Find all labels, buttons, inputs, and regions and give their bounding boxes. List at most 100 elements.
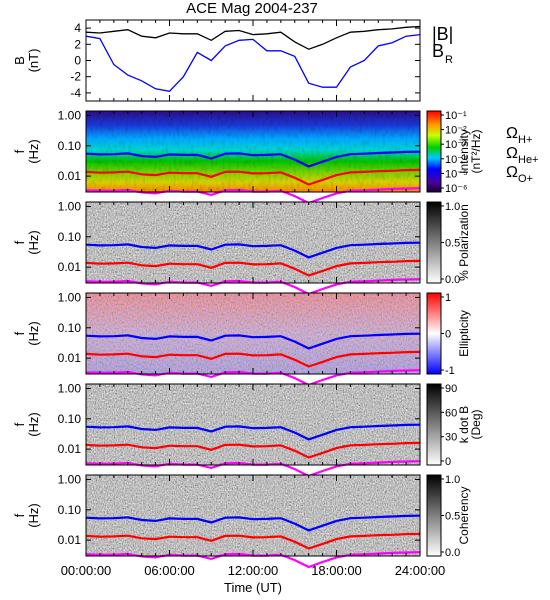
legend-omega-h-subscript: H+ [518,134,532,146]
y-tick-label: 0.10 [58,321,82,335]
colorbar-tick-label: 30 [445,432,457,444]
series-line-omega-he [85,441,421,459]
panel-mag: 4 2 0 -2 -4 B (nT) [12,19,421,102]
y-tick-label: -4 [70,86,81,100]
y-axis-unit: (Hz) [26,139,41,164]
y-tick-label: 1.00 [58,108,82,122]
x-axis: 00:00:00 06:00:00 12:00:00 18:00:00 24:00:00… [61,563,446,595]
colorbar-tick-label: 10⁻¹ [445,110,467,122]
y-tick-label: 1.00 [58,290,82,304]
colorbar-gradient [426,474,442,557]
colorbar-tick-label: 0.0 [445,274,460,286]
panels: 420-2-4B (nT)1.000.100.0110⁻¹10⁻²10⁻³10⁻⁴… [12,19,483,569]
colorbar-tick-label: 10⁻³ [445,139,467,151]
x-tick-label: 06:00:00 [144,563,195,578]
y-tick-label: 0.10 [58,412,82,426]
x-tick-label: 24:00:00 [395,563,446,578]
y-axis-label: f [12,422,27,426]
y-tick-label: 0.10 [58,503,82,517]
panel-polarization: 1.00 0.10 0.01 1.0 0.5 0.0% Polarization f (Hz) [12,199,471,296]
legend: |B|B RΩ H+Ω He+Ω O+ [432,24,539,185]
panel-intensity: 1.00 0.10 0.01 10⁻¹ 10⁻² 10⁻³ 10⁻⁴ 10⁻⁵ 10⁻⁶ Inte… [12,108,483,205]
series-line-omega-he [85,532,421,550]
legend-omega-h: Ω [506,125,518,142]
series-line-omega-h [85,514,421,532]
y-tick-label: 0.10 [58,139,82,153]
colorbar-intensity: 10⁻¹ 10⁻² 10⁻³ 10⁻⁴ 10⁻⁵ 10⁻⁶ Intensity(nT²/Hz… [426,110,483,195]
y-tick-label: -2 [70,70,81,84]
spectrogram-texture [86,202,420,283]
legend-b-total: |B| [432,24,453,44]
y-tick-label: 0.01 [58,442,82,456]
y-axis-unit: (Hz) [26,503,41,528]
colorbar-polarization: 1.0 0.5 0.0% Polarization [426,201,471,286]
y-axis-unit: (Hz) [26,230,41,255]
y-tick-label: 0.01 [58,351,82,365]
y-axis-unit: (Hz) [26,412,41,437]
legend-omega-he-subscript: He+ [518,154,539,166]
y-axis-label: f [12,331,27,335]
spectrogram-texture [86,293,420,374]
series-line-omega-he [85,168,421,186]
colorbar-tick-label: 1.0 [445,201,460,213]
colorbar-kdotb: 90 60 30 0 k dot B(Deg) [426,383,483,468]
x-axis-label: Time (UT) [224,580,282,595]
legend-omega-o-subscript: O+ [518,173,533,185]
colorbar-tick-label: 10⁻⁴ [445,154,468,166]
y-tick-label: 1.00 [58,472,82,486]
colorbar-coherency: 1.0 0.5 0.0 Coherency [426,474,471,559]
colorbar-tick-label: 1 [445,292,451,304]
x-tick-label: 18:00:00 [311,563,362,578]
legend-b-r: B [432,41,444,61]
y-tick-label: 0 [74,54,81,68]
y-tick-label: 0.01 [58,533,82,547]
y-tick-label: 1.00 [58,381,82,395]
spectrogram-texture [86,384,420,465]
colorbar-tick-label: 0.5 [445,511,460,523]
colorbar-tick-label: 10⁻⁶ [445,183,468,195]
spectrogram-texture [86,111,420,192]
colorbar-tick-label: 10⁻² [445,125,467,137]
series-line-omega-h [85,241,421,259]
y-axis-label: f [12,513,27,517]
y-axis-label: f [12,149,27,153]
x-tick-label: 00:00:00 [61,563,112,578]
colorbar-title: Intensity [457,129,471,174]
colorbar-title: Coherency [457,486,471,544]
colorbar-tick-label: 0 [445,456,451,468]
colorbar-gradient [426,110,442,193]
colorbar-tick-label: 0 [445,329,451,341]
y-tick-label: 0.01 [58,260,82,274]
x-tick-label: 12:00:00 [228,563,279,578]
series-line-omega-h [85,423,421,441]
y-axis-unit: (Hz) [26,321,41,346]
y-tick-label: 0.01 [58,169,82,183]
series-line-omega-h [85,332,421,350]
colorbar-title: k dot B [457,406,471,443]
y-axis-unit: (nT) [26,49,41,73]
colorbar-gradient [426,383,442,466]
legend-b-r-subscript: R [445,54,453,66]
y-tick-label: 4 [74,21,81,35]
series-line-b-r [85,33,421,93]
series-line-b-total [85,25,421,50]
colorbar-gradient [426,292,442,375]
panel-kdotb: 1.00 0.10 0.01 90 60 30 0 k dot B(Deg) f (Hz) [12,381,483,478]
series-line-omega-he [85,259,421,277]
series-line-omega-h [85,150,421,168]
colorbar-tick-label: 0.0 [445,547,460,559]
colorbar-gradient [426,201,442,284]
colorbar-unit: (nT²/Hz) [469,130,483,174]
y-tick-label: 1.00 [58,199,82,213]
colorbar-tick-label: 60 [445,407,457,419]
y-tick-label: 2 [74,37,81,51]
spectrogram-texture [86,475,420,556]
chart-title: ACE Mag 2004-237 [186,0,318,17]
legend-omega-he: Ω [506,145,518,162]
series-line-omega-he [85,350,421,368]
y-axis-label: f [12,240,27,244]
legend-omega-o: Ω [506,164,518,181]
